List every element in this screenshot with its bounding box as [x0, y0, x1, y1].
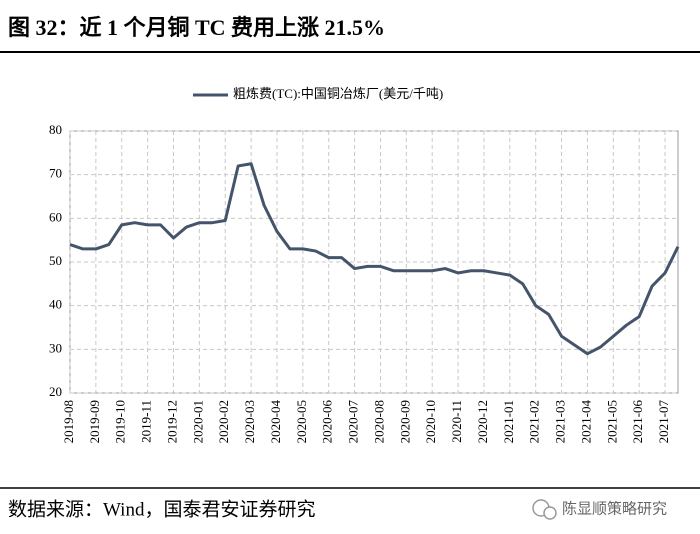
x-tick-label: 2021-01	[501, 400, 516, 443]
x-tick-label: 2021-03	[553, 400, 568, 443]
data-line	[69, 162, 680, 356]
x-tick-label: 2020-01	[190, 400, 205, 443]
x-tick-label: 2021-02	[527, 400, 542, 443]
x-tick-label: 2020-10	[423, 400, 438, 443]
y-tick-label: 20	[49, 384, 62, 399]
y-tick-label: 70	[49, 166, 62, 181]
x-tick-label: 2021-06	[630, 400, 645, 444]
watermark-icon	[532, 499, 557, 520]
chart-title: 图 32：近 1 个月铜 TC 费用上涨 21.5%	[8, 15, 385, 40]
x-tick-label: 2020-11	[449, 400, 464, 443]
x-tick-label: 2021-04	[578, 400, 593, 444]
x-tick-label: 2020-05	[294, 400, 309, 443]
source: 数据来源：Wind，国泰君安证券研究	[8, 498, 315, 520]
y-tick-label: 60	[49, 209, 62, 224]
y-tick-label: 40	[49, 297, 62, 312]
x-tick-label: 2019-11	[139, 400, 154, 443]
watermark: 陈显顺策略研究	[562, 500, 667, 518]
x-tick-label: 2020-12	[475, 400, 490, 443]
x-tick-label: 2020-08	[371, 400, 386, 443]
x-tick-label: 2021-07	[656, 400, 671, 444]
x-tick-label: 2020-02	[216, 400, 231, 443]
x-tick-label: 2020-03	[242, 400, 257, 443]
x-tick-label: 2020-06	[320, 400, 335, 444]
x-tick-label: 2019-10	[113, 400, 128, 443]
x-tick-label: 2019-08	[61, 400, 76, 443]
legend-label: 粗炼费(TC):中国铜冶炼厂(美元/千吨)	[233, 86, 443, 101]
x-tick-label: 2019-12	[164, 400, 179, 443]
x-tick-label: 2021-05	[604, 400, 619, 443]
x-tick-label: 2020-04	[268, 400, 283, 444]
y-tick-label: 50	[49, 253, 62, 268]
x-tick-label: 2019-09	[87, 400, 102, 443]
x-tick-label: 2020-09	[397, 400, 412, 443]
x-tick-label: 2020-07	[346, 400, 361, 444]
y-tick-label: 80	[49, 122, 62, 137]
y-tick-label: 30	[49, 340, 62, 355]
